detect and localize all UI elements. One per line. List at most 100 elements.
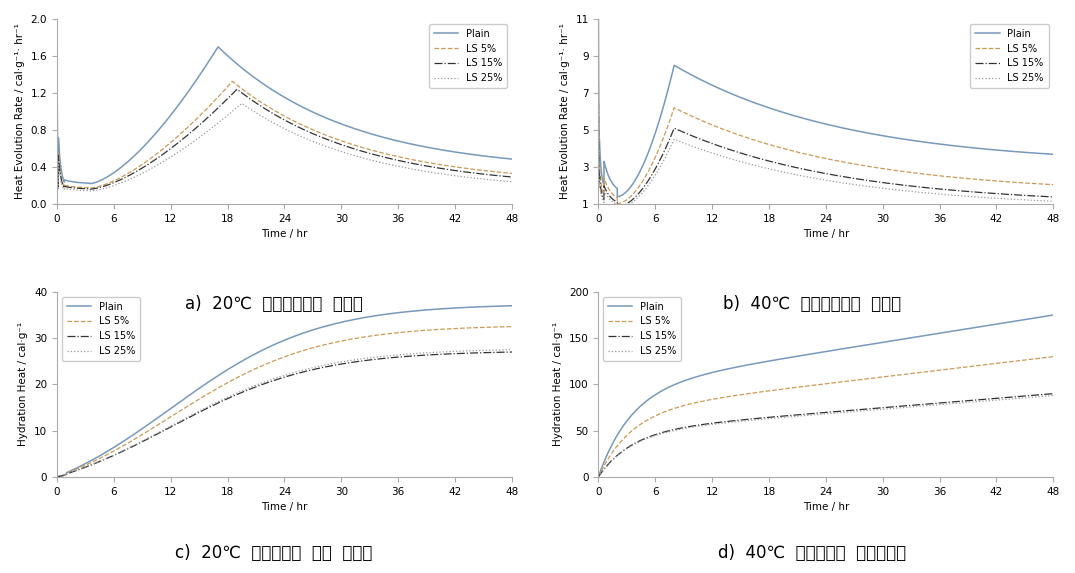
- LS 15%: [469, 170, 482, 176]
- LS 15%: [922, 401, 935, 407]
- LS 25%: [1047, 392, 1060, 399]
- LS 5%: [784, 147, 797, 154]
- LS 25%: [491, 177, 504, 184]
- Line: LS 15%: LS 15%: [57, 68, 512, 189]
- Plain: [1047, 151, 1060, 158]
- X-axis label: Time / hr: Time / hr: [261, 229, 307, 240]
- LS 25%: [592, 89, 605, 96]
- LS 25%: [51, 81, 63, 88]
- Line: Plain: Plain: [599, 0, 1054, 197]
- LS 15%: [1047, 194, 1060, 201]
- LS 15%: [382, 155, 395, 162]
- LS 25%: [242, 104, 255, 111]
- LS 15%: [491, 349, 504, 356]
- X-axis label: Time / hr: Time / hr: [803, 502, 849, 512]
- LS 5%: [382, 151, 395, 158]
- LS 15%: [784, 163, 797, 170]
- Plain: [491, 154, 504, 161]
- Text: b)  40℃  수화발열속도  그래프: b) 40℃ 수화발열속도 그래프: [722, 295, 901, 313]
- Plain: [242, 354, 255, 361]
- LS 25%: [1033, 197, 1046, 204]
- LS 15%: [611, 203, 623, 210]
- LS 25%: [1010, 395, 1023, 402]
- Plain: [922, 139, 935, 146]
- Plain: [505, 303, 518, 309]
- Y-axis label: Hydration Heat / cal·g⁻¹: Hydration Heat / cal·g⁻¹: [18, 323, 29, 446]
- Plain: [382, 135, 395, 142]
- LS 25%: [592, 473, 605, 480]
- LS 5%: [242, 90, 255, 97]
- LS 15%: [51, 473, 63, 480]
- LS 25%: [808, 175, 821, 182]
- LS 5%: [808, 152, 821, 159]
- LS 5%: [381, 331, 393, 337]
- LS 15%: [808, 168, 821, 175]
- Line: LS 5%: LS 5%: [599, 356, 1054, 477]
- Legend: Plain, LS 5%, LS 15%, LS 25%: Plain, LS 5%, LS 15%, LS 25%: [61, 297, 140, 361]
- LS 5%: [787, 384, 800, 391]
- Plain: [242, 69, 255, 76]
- LS 15%: [1033, 193, 1046, 199]
- Plain: [1010, 317, 1023, 324]
- Plain: [787, 354, 800, 360]
- LS 25%: [787, 413, 800, 420]
- LS 5%: [1047, 353, 1060, 360]
- LS 5%: [505, 170, 518, 177]
- Plain: [245, 72, 258, 79]
- LS 25%: [505, 346, 518, 353]
- LS 15%: [505, 348, 518, 355]
- Plain: [784, 111, 797, 118]
- LS 15%: [1047, 390, 1060, 397]
- LS 5%: [592, 473, 605, 480]
- LS 25%: [808, 411, 821, 418]
- LS 15%: [84, 186, 97, 193]
- Plain: [787, 112, 800, 119]
- LS 25%: [1033, 393, 1046, 400]
- Y-axis label: Hydration Heat / cal·g⁻¹: Hydration Heat / cal·g⁻¹: [554, 323, 563, 446]
- LS 5%: [611, 200, 623, 207]
- LS 5%: [469, 166, 482, 173]
- LS 5%: [592, 41, 605, 48]
- LS 25%: [382, 160, 395, 167]
- LS 25%: [611, 205, 623, 212]
- X-axis label: Time / hr: Time / hr: [803, 229, 849, 240]
- Plain: [469, 151, 482, 158]
- LS 15%: [592, 72, 605, 79]
- Plain: [51, 473, 63, 480]
- Y-axis label: Heat Evolution Rate / cal·g⁻¹· hr⁻¹: Heat Evolution Rate / cal·g⁻¹· hr⁻¹: [15, 23, 25, 199]
- LS 25%: [245, 383, 258, 390]
- LS 5%: [783, 385, 796, 392]
- Line: LS 15%: LS 15%: [599, 394, 1054, 477]
- LS 25%: [784, 170, 797, 177]
- Line: Plain: Plain: [57, 18, 512, 183]
- Text: a)  20℃  수화발열속도  그래프: a) 20℃ 수화발열속도 그래프: [185, 295, 363, 313]
- LS 25%: [922, 190, 935, 197]
- LS 15%: [469, 350, 482, 356]
- LS 15%: [787, 412, 800, 419]
- LS 5%: [1033, 355, 1046, 362]
- LS 5%: [242, 368, 255, 375]
- Y-axis label: Heat Evolution Rate / cal·g⁻¹· hr⁻¹: Heat Evolution Rate / cal·g⁻¹· hr⁻¹: [560, 23, 570, 199]
- Line: LS 25%: LS 25%: [57, 85, 512, 191]
- LS 15%: [783, 412, 796, 419]
- LS 5%: [1010, 358, 1023, 364]
- LS 25%: [84, 187, 97, 194]
- Plain: [1010, 148, 1023, 155]
- Plain: [491, 303, 504, 309]
- Plain: [381, 311, 393, 317]
- Plain: [1033, 150, 1046, 157]
- LS 25%: [1010, 196, 1023, 203]
- Line: Plain: Plain: [599, 315, 1054, 477]
- Line: LS 15%: LS 15%: [599, 76, 1054, 207]
- Line: LS 5%: LS 5%: [599, 44, 1054, 203]
- LS 15%: [1010, 393, 1023, 400]
- Plain: [51, 14, 63, 21]
- Plain: [267, 342, 280, 348]
- Plain: [505, 156, 518, 163]
- Plain: [267, 87, 280, 94]
- Plain: [84, 180, 97, 187]
- LS 15%: [1010, 191, 1023, 198]
- LS 15%: [592, 473, 605, 480]
- LS 25%: [245, 107, 258, 113]
- LS 15%: [808, 410, 821, 417]
